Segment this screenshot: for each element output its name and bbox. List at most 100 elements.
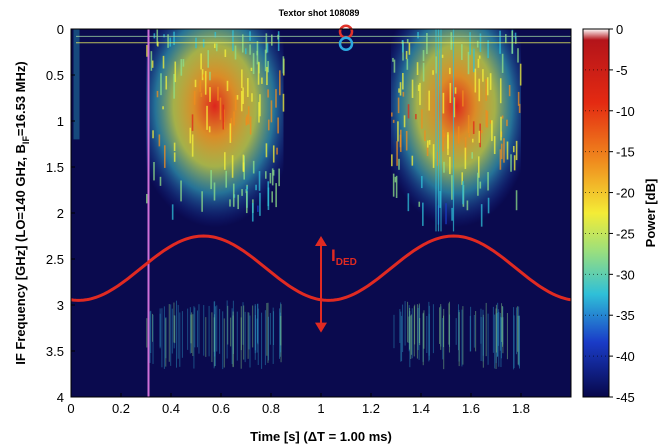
- y-tick-label: 0: [57, 22, 64, 37]
- y-tick-label: 3: [57, 298, 64, 313]
- emission-streak: [255, 184, 257, 191]
- emission-streak: [426, 142, 429, 157]
- emission-streak: [226, 80, 229, 92]
- emission-streak: [393, 59, 396, 73]
- emission-streak: [392, 173, 395, 197]
- emission-streak: [449, 82, 452, 103]
- annotation-arrow-head-up: [315, 236, 327, 246]
- emission-streak: [406, 58, 409, 70]
- emission-streak: [462, 181, 464, 205]
- circle-marker: [338, 36, 354, 51]
- emission-streak: [162, 106, 164, 110]
- emission-streak: [395, 175, 398, 198]
- emission-streak: [467, 115, 470, 134]
- annotation-label-sub: DED: [336, 257, 357, 268]
- emission-streak: [272, 145, 275, 163]
- emission-streak: [240, 90, 243, 112]
- emission-streak: [418, 201, 421, 207]
- emission-streak: [405, 50, 408, 60]
- y-axis-label-main: IF Frequency [GHz] (LO=140 GHz, B: [13, 144, 28, 365]
- emission-streak: [163, 145, 166, 168]
- emission-streak: [267, 119, 270, 131]
- spectrogram-content: [71, 29, 571, 397]
- emission-streak: [451, 175, 453, 200]
- x-tick-label: 0.2: [112, 401, 130, 416]
- x-tick-label: 1.2: [362, 401, 380, 416]
- emission-streak: [234, 95, 237, 111]
- x-tick-label: 0.4: [162, 401, 180, 416]
- x-tick-label: 0.8: [262, 401, 280, 416]
- emission-streak: [232, 183, 235, 207]
- emission-streak: [479, 181, 482, 189]
- emission-streak: [451, 207, 453, 221]
- emission-streak: [416, 62, 419, 76]
- annotation-label-main: I: [331, 246, 336, 265]
- emission-streak: [213, 43, 216, 49]
- emission-streak: [419, 82, 421, 106]
- emission-streak: [454, 87, 457, 94]
- annotation-arrow: IDED: [315, 236, 357, 333]
- emission-streak: [411, 79, 414, 98]
- emission-streak: [449, 156, 451, 175]
- emission-streak: [482, 69, 484, 82]
- colorbar-label: Power [dB]: [643, 179, 658, 248]
- x-tick-label: 1: [317, 401, 324, 416]
- emission-streak: [510, 154, 512, 172]
- emission-streak: [518, 103, 521, 113]
- emission-streak: [230, 118, 233, 142]
- emission-streak: [515, 140, 518, 161]
- emission-streak: [398, 158, 400, 170]
- emission-streak: [173, 73, 175, 99]
- emission-streak: [249, 44, 251, 55]
- emission-streak: [503, 138, 505, 163]
- emission-streak: [151, 60, 154, 68]
- emission-streak: [265, 143, 268, 158]
- emission-streak: [422, 202, 424, 226]
- emission-streak: [257, 205, 259, 212]
- emission-streak: [162, 55, 165, 69]
- emission-streak: [472, 121, 475, 134]
- emission-streak: [165, 75, 168, 90]
- emission-streak: [428, 90, 430, 111]
- emission-streak: [193, 90, 196, 105]
- emission-streak: [259, 192, 261, 216]
- emission-streak: [269, 172, 272, 184]
- emission-streak: [278, 70, 281, 96]
- emission-streak: [264, 49, 267, 72]
- emission-streak: [392, 57, 394, 62]
- emission-burst: [146, 29, 284, 232]
- emission-streak: [153, 161, 155, 181]
- emission-streak: [173, 31, 175, 46]
- emission-streak: [478, 130, 481, 143]
- emission-streak: [457, 126, 460, 144]
- emission-streak: [421, 176, 423, 189]
- colorbar-tick-label: -35: [616, 308, 635, 323]
- emission-streak: [478, 78, 481, 102]
- colorbar-tick-label: -20: [616, 186, 635, 201]
- emission-streak: [225, 170, 228, 188]
- emission-streak: [513, 155, 516, 171]
- emission-streak: [511, 30, 514, 54]
- emission-streak: [514, 36, 517, 44]
- x-tick-label: 1.6: [462, 401, 480, 416]
- emission-streak: [169, 37, 172, 47]
- annotation-arrow-head-down: [315, 322, 327, 333]
- emission-streak: [251, 93, 253, 102]
- y-axis-label: IF Frequency [GHz] (LO=140 GHz, BIF=16.5…: [13, 61, 31, 364]
- emission-streak: [209, 71, 211, 81]
- emission-streak: [201, 191, 203, 212]
- emission-streak: [267, 61, 269, 73]
- emission-streak: [241, 189, 243, 196]
- emission-streak: [407, 104, 410, 119]
- emission-streak: [231, 155, 234, 178]
- y-axis-label-sub: IF: [21, 136, 31, 145]
- x-tick-label: 1.4: [412, 401, 430, 416]
- left-edge-emission: [73, 29, 80, 140]
- y-axis-label-tail: =16.53 MHz): [13, 61, 28, 136]
- emission-streak: [180, 180, 182, 202]
- emission-streak: [477, 172, 479, 196]
- emission-streak: [219, 97, 222, 120]
- emission-streak: [158, 134, 161, 147]
- emission-streak: [411, 155, 414, 166]
- emission-streak: [189, 127, 192, 144]
